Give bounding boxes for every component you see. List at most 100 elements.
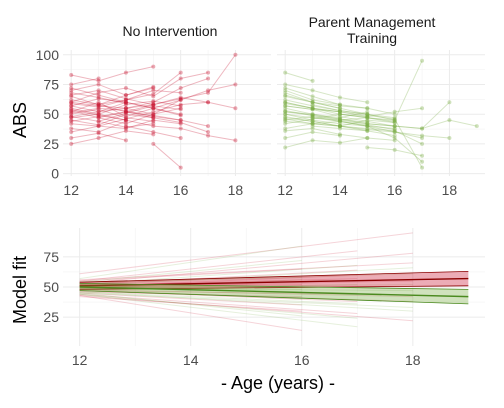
- data-point-parent-management-training: [420, 126, 425, 131]
- data-point-no-intervention: [123, 93, 128, 98]
- model-panel-x-tick-label: 18: [405, 352, 421, 368]
- data-point-parent-management-training: [283, 116, 288, 121]
- data-point-no-intervention: [123, 112, 128, 117]
- trajectory-line-parent-management-training: [285, 113, 423, 163]
- data-point-no-intervention: [151, 64, 156, 69]
- text-layer: No Intervention Parent Management Trainin…: [10, 14, 457, 393]
- data-point-no-intervention: [69, 126, 74, 131]
- data-point-no-intervention: [151, 130, 156, 135]
- data-point-parent-management-training: [337, 118, 342, 123]
- data-point-no-intervention: [123, 96, 128, 101]
- data-point-parent-management-training: [365, 115, 370, 120]
- data-point-parent-management-training: [310, 100, 315, 105]
- data-point-no-intervention: [151, 84, 156, 89]
- trajectory-line-parent-management-training: [285, 87, 395, 115]
- trajectory-line-parent-management-training: [285, 107, 368, 119]
- data-point-parent-management-training: [365, 121, 370, 126]
- data-point-parent-management-training: [283, 86, 288, 91]
- individual-fit-line: [79, 273, 413, 284]
- trajectory-line-no-intervention: [71, 100, 181, 115]
- data-point-parent-management-training: [447, 135, 452, 140]
- data-point-no-intervention: [151, 106, 156, 111]
- data-point-no-intervention: [151, 132, 156, 137]
- data-point-no-intervention: [233, 52, 238, 57]
- data-point-parent-management-training: [283, 93, 288, 98]
- data-point-parent-management-training: [420, 58, 425, 63]
- data-point-no-intervention: [151, 94, 156, 99]
- data-point-parent-management-training: [283, 135, 288, 140]
- trajectory-line-no-intervention: [71, 132, 127, 141]
- individual-fit-line: [79, 232, 413, 275]
- data-point-parent-management-training: [392, 109, 397, 114]
- facet-label-pmt: Parent Management Training: [309, 14, 436, 46]
- data-point-no-intervention: [178, 120, 183, 125]
- data-point-no-intervention: [69, 97, 74, 102]
- data-point-no-intervention: [96, 122, 101, 127]
- trajectory-line-parent-management-training: [285, 83, 368, 103]
- data-point-no-intervention: [69, 88, 74, 93]
- data-point-no-intervention: [178, 165, 183, 170]
- data-point-no-intervention: [69, 82, 74, 87]
- data-point-parent-management-training: [337, 102, 342, 107]
- data-point-parent-management-training: [365, 121, 370, 126]
- data-point-no-intervention: [123, 106, 128, 111]
- data-point-no-intervention: [69, 119, 74, 124]
- trajectory-line-parent-management-training: [285, 118, 395, 131]
- individual-fit-line: [79, 290, 358, 295]
- data-point-parent-management-training: [283, 108, 288, 113]
- data-point-parent-management-training: [283, 145, 288, 150]
- trajectory-line-parent-management-training: [285, 127, 395, 141]
- data-point-parent-management-training: [392, 115, 397, 120]
- data-point-parent-management-training: [337, 109, 342, 114]
- trajectory-line-no-intervention: [71, 95, 181, 121]
- data-point-parent-management-training: [365, 112, 370, 117]
- individual-fit-line: [79, 250, 358, 282]
- individual-fit-line: [79, 294, 302, 331]
- data-point-no-intervention: [123, 93, 128, 98]
- trajectory-line-parent-management-training: [285, 113, 395, 129]
- trajectory-line-no-intervention: [71, 86, 154, 106]
- obs-panel-1-x-tick-label: 14: [118, 182, 134, 198]
- data-point-parent-management-training: [283, 121, 288, 126]
- data-point-no-intervention: [206, 70, 211, 75]
- data-point-no-intervention: [151, 102, 156, 107]
- data-point-parent-management-training: [310, 116, 315, 121]
- facet-label-line: Training: [347, 30, 397, 46]
- data-point-no-intervention: [96, 76, 101, 81]
- data-point-no-intervention: [123, 108, 128, 113]
- trajectory-line-no-intervention: [71, 130, 154, 145]
- data-point-parent-management-training: [310, 106, 315, 111]
- data-point-parent-management-training: [283, 109, 288, 114]
- data-point-parent-management-training: [283, 101, 288, 106]
- data-point-parent-management-training: [310, 121, 315, 126]
- data-point-no-intervention: [69, 109, 74, 114]
- data-point-no-intervention: [123, 111, 128, 115]
- data-point-no-intervention: [69, 86, 74, 91]
- data-point-parent-management-training: [283, 103, 288, 108]
- obs-panel-1-y-tick-label: 0: [51, 166, 59, 182]
- data-point-no-intervention: [69, 135, 74, 140]
- data-point-parent-management-training: [337, 109, 342, 114]
- data-point-parent-management-training: [392, 133, 397, 138]
- data-point-no-intervention: [69, 112, 74, 117]
- trajectory-line-parent-management-training: [285, 94, 368, 109]
- data-point-no-intervention: [151, 102, 156, 107]
- data-point-parent-management-training: [283, 126, 288, 131]
- data-point-parent-management-training: [310, 106, 315, 111]
- data-point-no-intervention: [123, 124, 128, 129]
- individual-fit-line: [79, 262, 413, 281]
- data-point-parent-management-training: [310, 106, 315, 111]
- data-point-no-intervention: [123, 97, 128, 102]
- grid-layer: [63, 50, 485, 346]
- data-point-parent-management-training: [392, 135, 397, 140]
- data-point-no-intervention: [96, 115, 101, 120]
- trajectory-line-no-intervention: [71, 54, 236, 109]
- data-point-no-intervention: [69, 101, 74, 106]
- trajectory-line-no-intervention: [71, 120, 127, 133]
- data-point-parent-management-training: [337, 119, 342, 124]
- data-point-no-intervention: [69, 121, 74, 126]
- data-point-no-intervention: [96, 124, 101, 129]
- data-point-parent-management-training: [310, 88, 315, 93]
- data-point-parent-management-training: [283, 90, 288, 95]
- data-point-no-intervention: [151, 141, 156, 146]
